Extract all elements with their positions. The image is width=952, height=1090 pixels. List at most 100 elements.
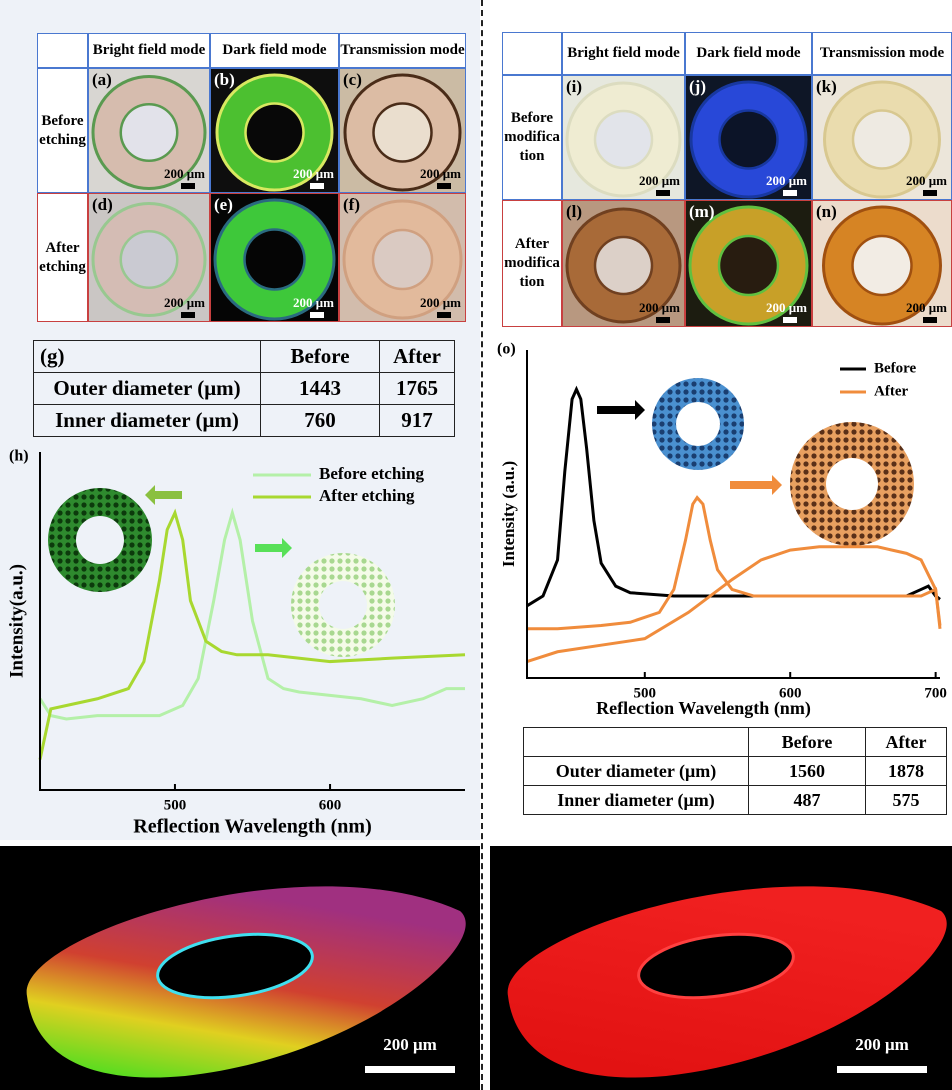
scale-bar-label: 200 μm (906, 300, 947, 316)
inset-arrow (730, 475, 782, 495)
panel-letter: (k) (816, 77, 837, 97)
panel-letter: (a) (92, 70, 112, 90)
panel-letter: (f) (343, 195, 360, 215)
panel-letter: (e) (214, 195, 233, 215)
ring-hole (854, 237, 911, 294)
scale-bar-label: 200 μm (164, 295, 205, 311)
scale-bar (310, 183, 324, 189)
image-cell: (k) 200 μm (812, 75, 952, 200)
column-header: Transmission mode (339, 33, 466, 68)
ring-hole (122, 106, 176, 160)
scale-bar-label: 200 μm (420, 295, 461, 311)
scale-bar-label: 200 μm (420, 166, 461, 182)
row-name: Outer diameter (μm) (524, 757, 749, 786)
inset-arrow (145, 485, 182, 505)
table-header: After (866, 728, 947, 757)
table-header: Before (749, 728, 866, 757)
figure: {"left_grid":{"columns":["Bright field m… (0, 0, 952, 1090)
panel-letter: (c) (343, 70, 362, 90)
ring-hole (720, 237, 777, 294)
series-line (40, 513, 465, 719)
scale-bar (365, 1066, 455, 1073)
panel-letter: (i) (566, 77, 582, 97)
table-value: 575 (866, 786, 947, 815)
legend-label: After etching (319, 486, 415, 505)
data-table: (g)BeforeAfterOuter diameter (μm)1443176… (33, 340, 455, 437)
row-name: Inner diameter (μm) (524, 786, 749, 815)
table-value: 487 (749, 786, 866, 815)
row-label: Before modification (502, 75, 562, 200)
ring-hole (246, 231, 304, 289)
image-cell: (a) 200 μm (88, 68, 210, 193)
table-value: 1443 (261, 373, 380, 405)
ring-hole (596, 112, 651, 167)
scale-bar-label: 200 μm (766, 173, 807, 189)
image-cell: (n) 200 μm (812, 200, 952, 327)
scale-bar (437, 312, 451, 318)
svg-area: 200 μm (0, 846, 480, 1090)
x-axis-label: Reflection Wavelength (nm) (596, 698, 811, 719)
ring-hole (721, 112, 777, 168)
ring-hole (122, 233, 176, 287)
row-label: After modification (502, 200, 562, 327)
panel-label: (h) (9, 448, 29, 465)
series-line (40, 513, 465, 760)
scale-bar (923, 190, 937, 196)
panel-letter: (l) (566, 202, 582, 222)
panel-letter: (b) (214, 70, 235, 90)
image-cell: (d) 200 μm (88, 193, 210, 322)
scale-bar (837, 1066, 927, 1073)
row-name: Inner diameter (μm) (34, 405, 261, 437)
legend-label: Before (874, 360, 917, 376)
series-line (527, 547, 940, 662)
column-header: Transmission mode (812, 32, 952, 75)
column-header: Bright field mode (562, 32, 685, 75)
scale-bar (923, 317, 937, 323)
y-axis-label: Intensity(a.u.) (6, 564, 27, 678)
x-axis-label: Reflection Wavelength (nm) (133, 816, 372, 838)
scale-bar-label: 200 μm (164, 166, 205, 182)
scale-bar-label: 200 μm (639, 173, 680, 189)
scale-bar-label: 200 μm (855, 1035, 909, 1054)
table-value: 1765 (380, 373, 455, 405)
column-header: Dark field mode (685, 32, 812, 75)
image-cell: (b) 200 μm (210, 68, 339, 193)
image-cell: (i) 200 μm (562, 75, 685, 200)
ring-hole (247, 105, 303, 161)
scale-bar-label: 200 μm (906, 173, 947, 189)
inset-ring (790, 422, 914, 546)
column-header: Dark field mode (210, 33, 339, 68)
panel-letter: (n) (816, 202, 837, 222)
image-cell: (e) 200 μm (210, 193, 339, 322)
scale-bar-label: 200 μm (293, 166, 334, 182)
panel-label: (o) (497, 341, 516, 358)
scale-bar-label: 200 μm (639, 300, 680, 316)
scale-bar (181, 183, 195, 189)
table-value: 917 (380, 405, 455, 437)
inset-arrow (255, 538, 292, 558)
corner-cell (37, 33, 88, 68)
legend-label: After (874, 383, 908, 399)
panel-letter: (m) (689, 202, 714, 222)
scale-bar (310, 312, 324, 318)
table-row: Outer diameter (μm)15601878 (524, 757, 947, 786)
panel-letter: (d) (92, 195, 113, 215)
inset-ring (652, 378, 744, 470)
row-name: Outer diameter (μm) (34, 373, 261, 405)
x-tick-label: 500 (164, 797, 187, 813)
svg-area: 500600700Reflection Wavelength (nm)Inten… (490, 340, 952, 725)
ring-hole (854, 112, 910, 168)
column-header: Bright field mode (88, 33, 210, 68)
image-cell: (f) 200 μm (339, 193, 466, 322)
scale-bar-label: 200 μm (383, 1035, 437, 1054)
table-corner: (g) (34, 341, 261, 373)
scale-bar-label: 200 μm (293, 295, 334, 311)
table-header: After (380, 341, 455, 373)
